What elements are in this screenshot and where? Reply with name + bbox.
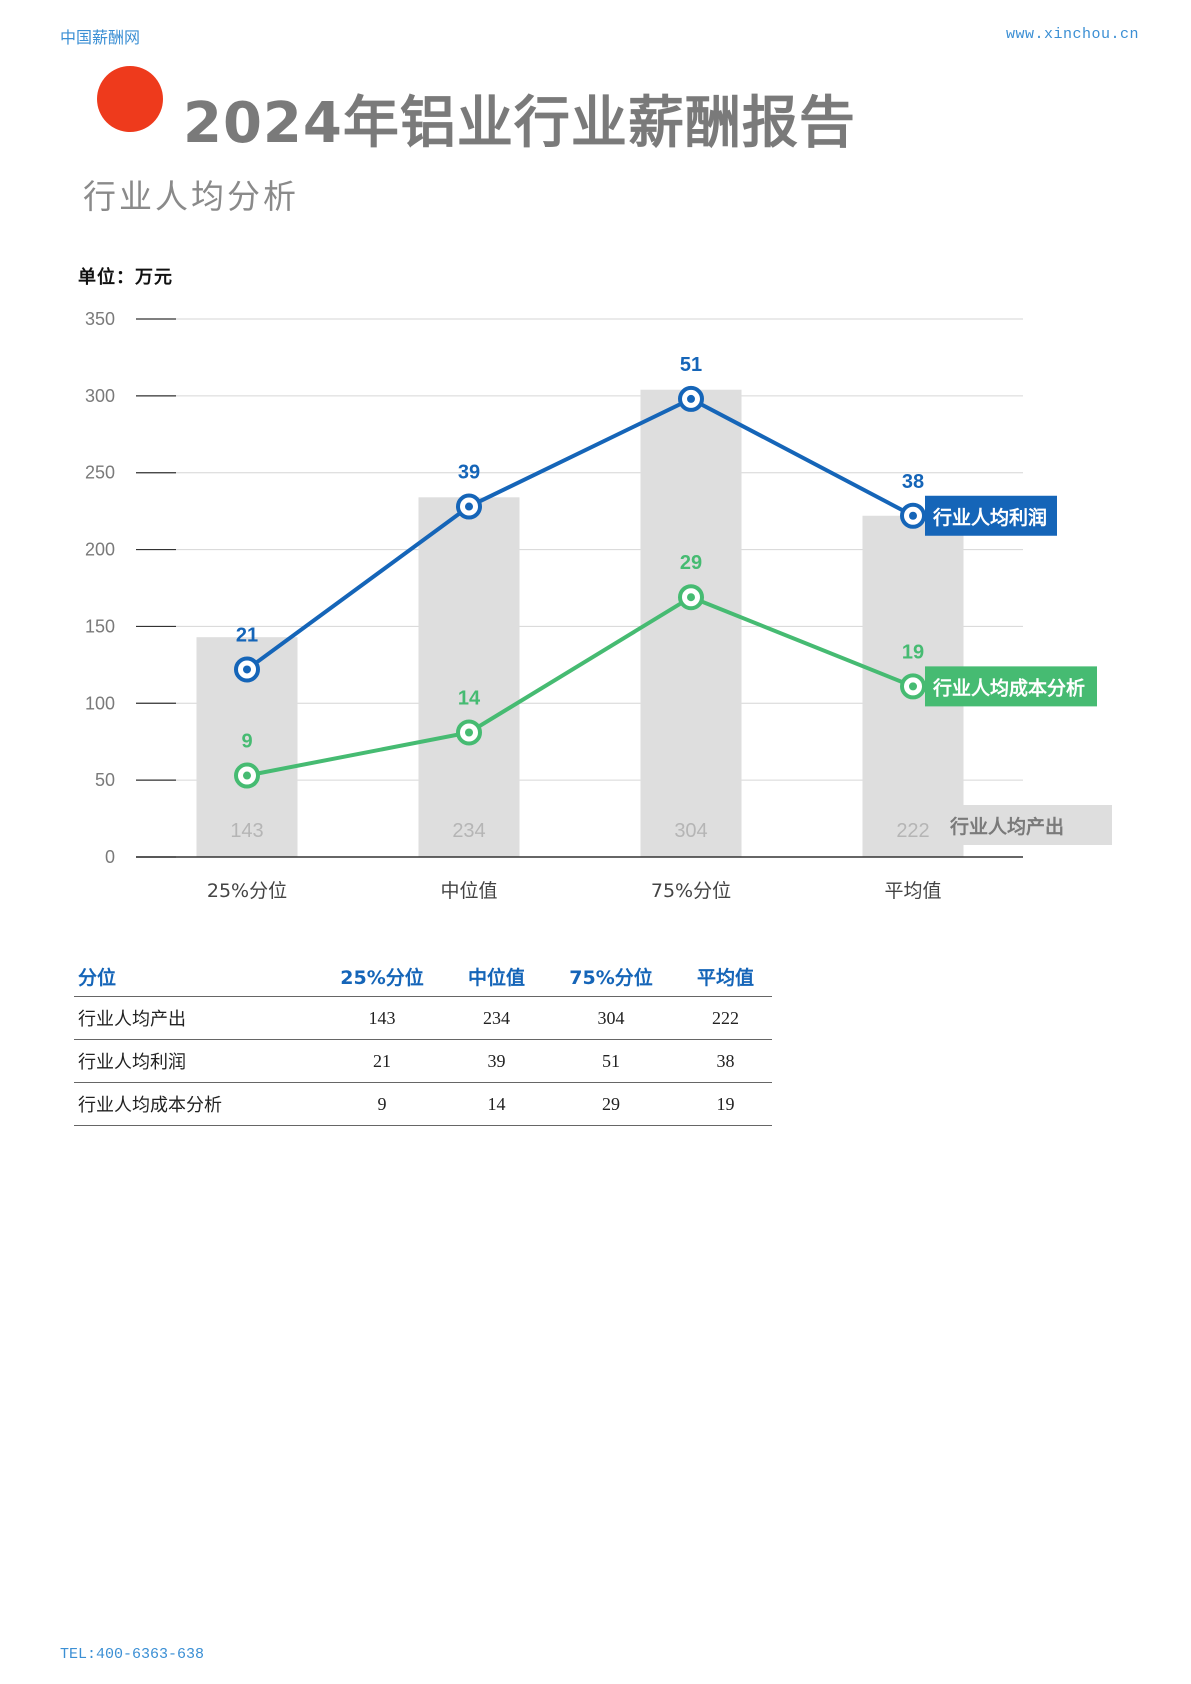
table-cell: 39 [450,1039,543,1083]
bar-series-tag [940,805,1112,845]
x-tick-label: 25%分位 [207,880,287,902]
series-tag-label: 行业人均成本分析 [932,676,1085,699]
table-cell: 19 [679,1082,772,1126]
combo-chart: 0 50 100 150 200 250 300 350 143 234 304 222 25%分位 中位… [85,309,1112,902]
table-cell: 行业人均成本分析 [74,1082,314,1126]
series-tag [925,495,1057,536]
series-data-label: 51 [680,354,702,376]
series-data-label: 29 [680,552,702,574]
table-cell: 234 [450,996,543,1040]
y-tick-label: 300 [85,386,115,406]
bar [418,497,520,857]
bar [640,389,742,857]
table-cell: 行业人均产出 [74,996,314,1040]
data-table: 分位 25%分位 中位值 75%分位 平均值 行业人均产出 143 234 30… [74,956,772,1126]
bar-value-label: 234 [452,820,485,842]
series-line [246,594,914,778]
series-tag-label: 行业人均利润 [932,506,1047,529]
table-cell: 304 [542,996,680,1040]
table-cell: 29 [542,1082,680,1126]
table-header-cell: 平均值 [679,956,772,997]
x-tick-label: 75%分位 [651,880,731,902]
table-cell: 38 [679,1039,772,1083]
series-marker-dot [465,502,473,511]
series-line [245,396,914,672]
footer-phone: TEL:400-6363-638 [60,1646,205,1663]
series-marker-dot [243,665,251,674]
y-tick-label: 350 [85,309,115,329]
series-marker-dot [687,394,695,403]
series-data-label: 9 [241,731,252,753]
y-tick-label: 250 [85,463,115,483]
table-header-cell: 75%分位 [542,956,680,997]
section-subtitle: 行业人均分析 [83,177,299,216]
table-header-cell: 中位值 [450,956,543,997]
series-marker-dot [243,771,251,780]
bar-value-label: 222 [896,820,929,842]
series-data-label: 38 [902,471,924,493]
table-cell: 222 [679,996,772,1040]
table-row: 行业人均成本分析 9 14 29 19 [74,1082,772,1126]
series-data-label: 19 [902,641,924,663]
series-data-label: 21 [236,624,258,646]
bar-series-tag-label: 行业人均产出 [949,815,1064,838]
x-tick-label: 中位值 [440,880,497,902]
series-data-label: 39 [458,462,480,484]
y-tick-label: 50 [95,770,115,790]
table-cell: 14 [450,1082,543,1126]
series-marker-dot [465,728,473,737]
table-header-cell: 25%分位 [314,956,451,997]
table-cell: 9 [314,1082,451,1126]
site-url: www.xinchou.cn [1005,26,1139,43]
series-marker-dot [909,511,917,520]
bar-value-label: 143 [230,820,263,842]
y-tick-label: 100 [85,693,115,713]
y-tick-label: 0 [105,847,115,867]
table-row: 行业人均产出 143 234 304 222 [74,996,772,1040]
series-tag [925,666,1097,707]
bar-value-label: 304 [674,820,707,842]
series-marker-dot [909,682,917,691]
y-tick-label: 200 [85,540,115,560]
x-tick-label: 平均值 [884,880,941,902]
table-header-row: 分位 25%分位 中位值 75%分位 平均值 [74,956,772,997]
site-name: 中国薪酬网 [60,28,141,47]
page-title: 2024年铝业行业薪酬报告 [183,91,856,156]
series-marker-dot [687,593,695,602]
table-cell: 21 [314,1039,451,1083]
table-header-cell: 分位 [74,956,314,997]
table-cell: 143 [314,996,451,1040]
title-dot-icon [97,66,163,132]
unit-label: 单位：万元 [78,267,173,288]
table-cell: 51 [542,1039,680,1083]
table-row: 行业人均利润 21 39 51 38 [74,1039,772,1083]
y-tick-label: 150 [85,616,115,636]
table-cell: 行业人均利润 [74,1039,314,1083]
series-data-label: 14 [458,687,481,709]
